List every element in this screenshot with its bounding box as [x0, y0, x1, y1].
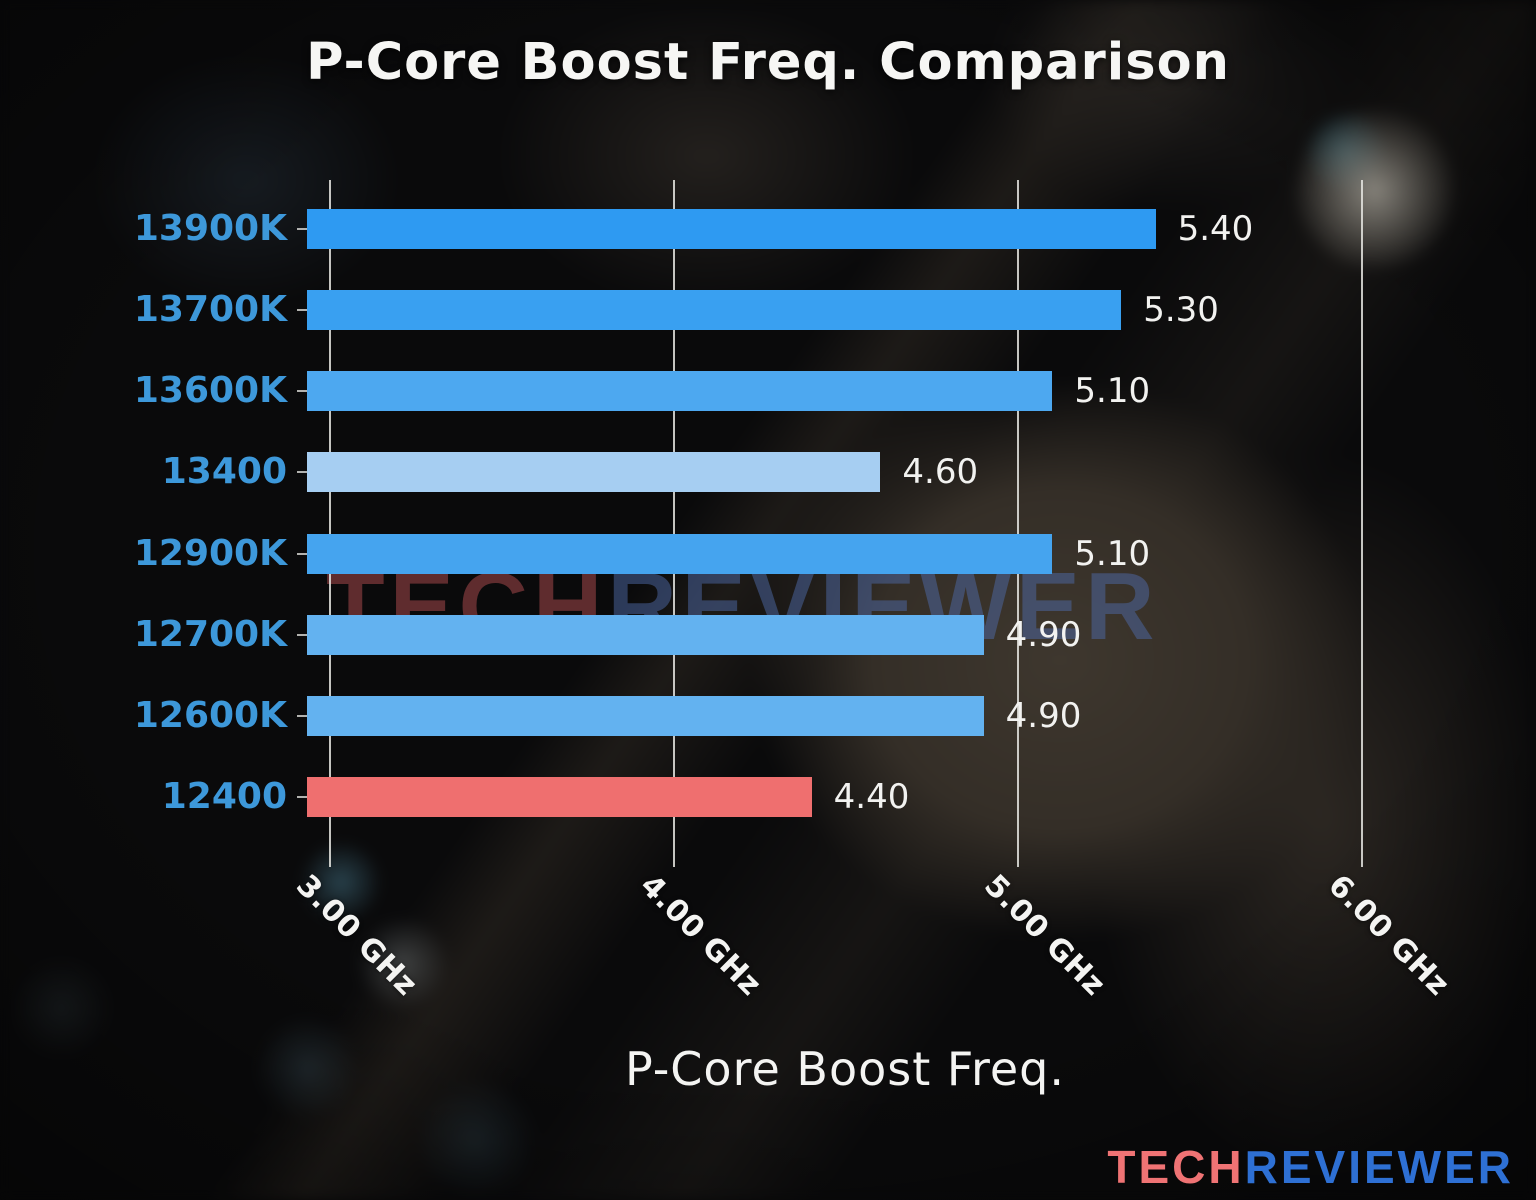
category-label-13600k: 13600K [133, 370, 287, 412]
category-label-13700k: 13700K [133, 289, 287, 331]
y-tick-mark [297, 714, 307, 717]
bar-13700k [307, 290, 1122, 331]
y-tick-mark [297, 633, 307, 636]
bar-12900k [307, 533, 1053, 574]
category-label-13900k: 13900K [133, 208, 287, 249]
y-tick-mark [297, 309, 307, 312]
bar-13400 [307, 452, 881, 493]
gridline-4.00-ghz [673, 180, 676, 855]
category-label-12900k: 12900K [133, 532, 287, 574]
logo-reviewer: REVIEWER [1244, 1141, 1514, 1193]
bar-12700k [307, 614, 984, 655]
x-tick-mark [1361, 855, 1364, 867]
techreviewer-logo: TECHREVIEWER [1107, 1140, 1514, 1194]
category-label-12600k: 12600K [133, 694, 287, 736]
y-tick-mark [297, 795, 307, 798]
gridline-6.00-ghz [1361, 180, 1364, 855]
logo-tech: TECH [1107, 1141, 1245, 1193]
value-label-12700k: 4.90 [1005, 614, 1082, 655]
y-tick-mark [297, 228, 307, 230]
bar-13900k [307, 209, 1156, 249]
value-label-13400: 4.60 [902, 452, 979, 493]
value-label-12600k: 4.90 [1005, 695, 1082, 736]
x-tick-mark [329, 855, 332, 867]
value-label-12400: 4.40 [833, 776, 910, 817]
gridline-3.00-ghz [329, 180, 332, 855]
category-label-13400: 13400 [161, 451, 287, 493]
y-tick-mark [297, 390, 307, 393]
plot-area: 13900K 5.40 13700K 5.30 13600K 5.10 13400 4.60 1… [134, 180, 1383, 867]
bar-12600k [307, 695, 984, 736]
value-label-12900k: 5.10 [1074, 533, 1151, 574]
y-tick-mark [297, 552, 307, 555]
y-tick-mark [297, 471, 307, 474]
bar-13600k [307, 371, 1053, 412]
value-label-13600k: 5.10 [1074, 371, 1151, 412]
chart-title: P-Core Boost Freq. Comparison [306, 33, 1230, 92]
value-label-13900k: 5.40 [1177, 209, 1254, 249]
x-tick-mark [1017, 855, 1020, 867]
gridline-5.00-ghz [1017, 180, 1020, 855]
category-label-12400: 12400 [161, 775, 287, 817]
x-axis-title: P-Core Boost Freq. [624, 1042, 1066, 1096]
x-tick-mark [673, 855, 676, 867]
bar-12400 [307, 776, 812, 817]
value-label-13700k: 5.30 [1143, 290, 1219, 331]
category-label-12700k: 12700K [133, 613, 287, 655]
